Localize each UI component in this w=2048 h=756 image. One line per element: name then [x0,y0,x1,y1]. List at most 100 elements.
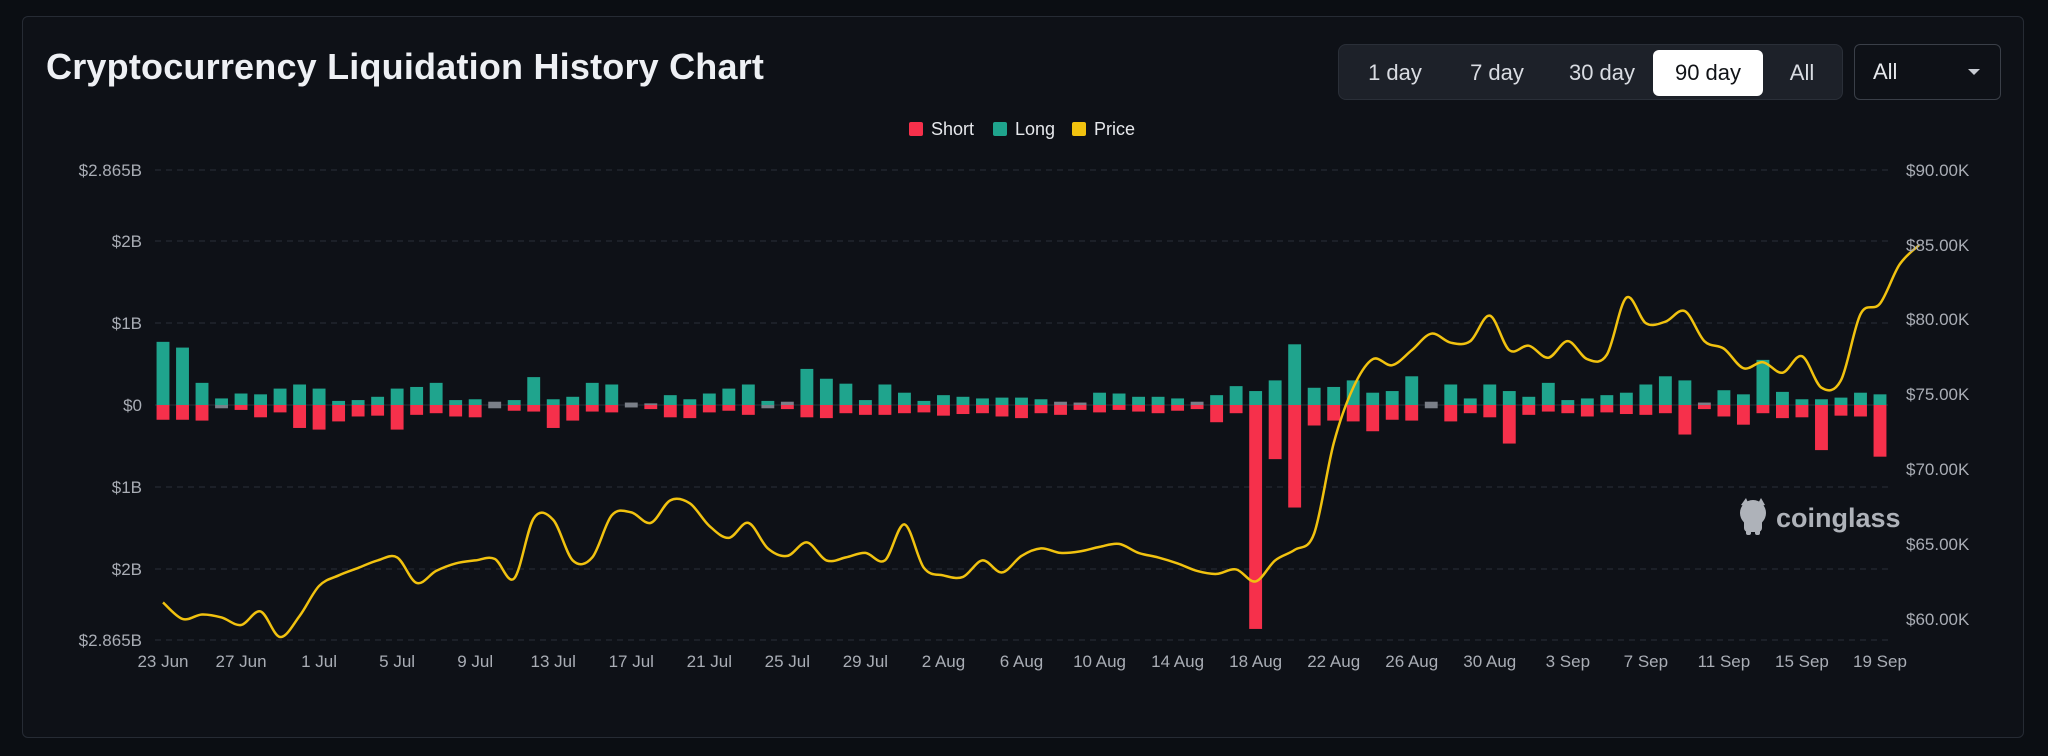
short-bar [449,405,463,417]
short-bar [1561,405,1575,414]
legend: Short Long Price [909,119,1135,139]
long-bar [1073,402,1087,405]
left-axis-tick-label: $2B [112,560,142,579]
price-line [162,244,1920,639]
short-bar [1639,405,1653,415]
long-bar [1483,384,1497,405]
short-bar [527,405,541,412]
long-bar [195,382,209,405]
x-axis-tick-label: 19 Sep [1853,652,1907,671]
time-range-selector: 1 day 7 day 30 day 90 day All [1338,44,1843,100]
short-bar [1366,405,1380,432]
legend-swatch-long [993,122,1007,136]
legend-item-long[interactable]: Long [993,119,1055,139]
long-bar [1541,382,1555,405]
symbol-select[interactable]: All [1854,44,2001,100]
short-bar [1073,405,1087,410]
short-bar [1736,405,1750,425]
long-bar [1815,399,1828,405]
short-bar [1580,405,1594,417]
coinglass-watermark: coinglass [1740,498,1901,535]
long-bar [741,384,755,405]
long-bar [1639,384,1653,405]
right-axis-tick-label: $60.00K [1906,610,1970,629]
short-bar [1229,405,1243,414]
long-bar [1210,395,1224,405]
short-bar [1093,405,1106,413]
right-axis-tick-label: $70.00K [1906,460,1970,479]
short-bar [1502,405,1516,444]
long-bar [293,384,307,405]
long-bar [254,394,267,405]
x-axis-tick-label: 3 Sep [1546,652,1590,671]
long-bar [507,400,521,405]
page-title: Cryptocurrency Liquidation History Chart [46,46,765,87]
range-button-90-day[interactable]: 90 day [1653,50,1763,96]
x-axis-tick-label: 1 Jul [301,652,337,671]
right-axis-tick-label: $85.00K [1906,236,1970,255]
coinglass-logo-icon [1740,498,1766,535]
range-button-all[interactable]: All [1789,60,1815,85]
short-bar [761,405,775,409]
legend-item-short[interactable]: Short [909,119,974,139]
x-axis-tick-label: 14 Aug [1151,652,1204,671]
long-bar [624,402,638,405]
short-bar [956,405,970,415]
short-bar [1619,405,1633,415]
short-bar [800,405,814,418]
short-bar [624,405,638,408]
long-bar [1776,391,1789,405]
short-bar [839,405,853,414]
short-bar [215,405,228,409]
long-bar [683,399,697,405]
legend-swatch-short [909,122,923,136]
right-axis-tick-label: $90.00K [1906,161,1970,180]
short-bar [1444,405,1458,422]
long-bar [273,388,287,405]
short-bar [917,405,931,413]
short-bar [234,405,248,410]
short-bar [1190,405,1204,410]
price-series [162,244,1920,639]
short-bar [1678,405,1692,435]
long-bar [1190,401,1204,405]
x-axis-tick-label: 13 Jul [531,652,576,671]
long-bar [410,386,424,405]
left-axis-tick-label: $1B [112,314,142,333]
left-axis-tick-label: $2.865B [79,631,142,650]
range-button-30-day[interactable]: 30 day [1568,60,1636,85]
long-bar [176,347,189,405]
short-bar [1600,405,1614,413]
short-bar [1405,405,1419,421]
x-axis-tick-label: 29 Jul [843,652,888,671]
legend-swatch-price [1072,122,1086,136]
x-axis-tick-label: 23 Jun [137,652,188,671]
short-bar [1015,405,1028,419]
short-bar [663,405,677,418]
range-button-1-day[interactable]: 1 day [1368,60,1422,85]
short-bar [585,405,599,412]
range-button-7-day[interactable]: 7 day [1470,60,1524,85]
right-axis-tick-label: $80.00K [1906,310,1970,329]
short-bar [1307,405,1321,426]
long-bar [1854,392,1867,405]
long-bar [585,382,599,405]
short-bar [156,405,170,420]
legend-item-price[interactable]: Price [1072,119,1135,139]
legend-label-long: Long [1015,119,1055,139]
legend-label-price: Price [1094,119,1135,139]
right-axis-ticks: $90.00K $85.00K $80.00K $75.00K $70.00K $65.0… [1906,161,1970,629]
bar-series [156,341,1887,629]
long-bar [995,397,1009,405]
long-bar [1756,359,1770,405]
short-bar [371,405,385,416]
long-bar [1307,387,1321,405]
short-bar [878,405,892,415]
long-bar [1502,391,1516,405]
short-bar [546,405,560,428]
watermark-text: coinglass [1776,503,1901,533]
x-axis-tick-label: 5 Jul [379,652,415,671]
long-bar [897,392,911,405]
short-bar [1112,405,1126,410]
long-bar [351,400,365,405]
